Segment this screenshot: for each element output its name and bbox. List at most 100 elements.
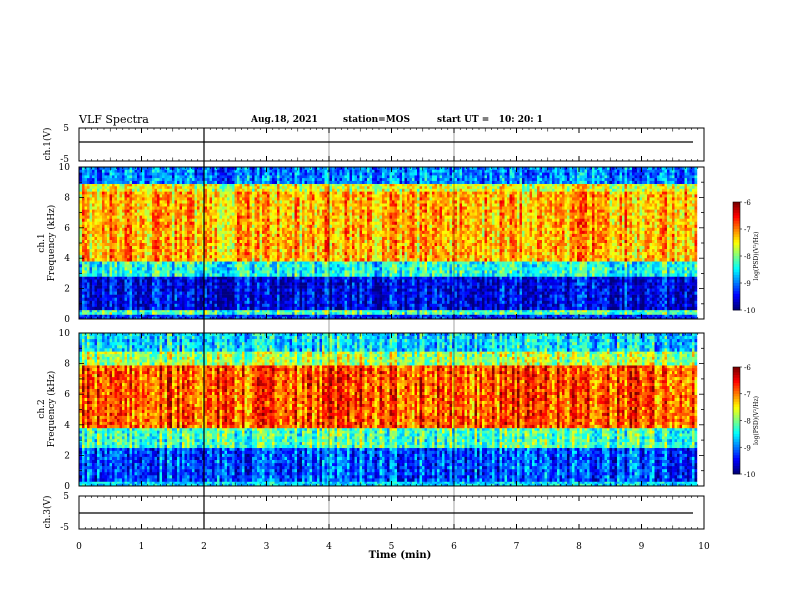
heatmap-cell [240, 175, 243, 178]
heatmap-cell [272, 189, 275, 192]
heatmap-cell [227, 213, 230, 216]
heatmap-cell [175, 261, 178, 264]
heatmap-cell [230, 216, 233, 219]
heatmap-cell [172, 213, 175, 216]
heatmap-cell [257, 200, 260, 203]
heatmap-cell [157, 295, 160, 298]
heatmap-cell [187, 292, 190, 295]
heatmap-cell [245, 243, 248, 246]
heatmap-cell [130, 273, 133, 276]
heatmap-cell [102, 301, 105, 304]
heatmap-cell [235, 207, 238, 210]
heatmap-cell [110, 258, 113, 261]
heatmap-cell [250, 249, 253, 252]
heatmap-cell [145, 219, 148, 222]
heatmap-cell [265, 213, 268, 216]
heatmap-cell [290, 213, 293, 216]
heatmap-cell [307, 295, 310, 298]
heatmap-cell [132, 197, 135, 200]
heatmap-cell [177, 280, 180, 283]
heatmap-cell [287, 197, 290, 200]
heatmap-cell [87, 181, 90, 184]
heatmap-cell [300, 240, 303, 243]
heatmap-cell [270, 189, 273, 192]
heatmap-cell [237, 216, 240, 219]
heatmap-cell [210, 292, 213, 295]
heatmap-cell [130, 178, 133, 181]
heatmap-cell [82, 189, 85, 192]
heatmap-cell [185, 304, 188, 307]
heatmap-cell [307, 173, 310, 176]
heatmap-cell [117, 314, 120, 317]
heatmap-cell [180, 246, 183, 249]
heatmap-cell [105, 231, 108, 234]
heatmap-cell [215, 213, 218, 216]
heatmap-cell [162, 197, 165, 200]
heatmap-cell [142, 191, 145, 194]
heatmap-cell [222, 307, 225, 310]
heatmap-cell [187, 213, 190, 216]
heatmap-cell [245, 204, 248, 207]
heatmap-cell [210, 289, 213, 292]
heatmap-cell [287, 237, 290, 240]
heatmap-cell [195, 213, 198, 216]
heatmap-cell [80, 231, 83, 234]
heatmap-cell [275, 273, 278, 276]
heatmap-cell [80, 312, 83, 315]
heatmap-cell [280, 207, 283, 210]
heatmap-cell [92, 207, 95, 210]
heatmap-cell [130, 181, 133, 184]
heatmap-cell [125, 312, 128, 315]
heatmap-cell [237, 231, 240, 234]
heatmap-cell [190, 292, 193, 295]
heatmap-cell [120, 314, 123, 317]
heatmap-cell [127, 286, 130, 289]
heatmap-cell [247, 252, 250, 255]
heatmap-cell [285, 307, 288, 310]
heatmap-cell [137, 295, 140, 298]
heatmap-cell [112, 210, 115, 213]
heatmap-cell [285, 258, 288, 261]
heatmap-cell [205, 219, 208, 222]
heatmap-cell [80, 216, 83, 219]
heatmap-cell [230, 264, 233, 267]
heatmap-cell [170, 246, 173, 249]
heatmap-cell [300, 258, 303, 261]
heatmap-cell [227, 219, 230, 222]
heatmap-cell [302, 213, 305, 216]
heatmap-cell [262, 270, 265, 273]
heatmap-cell [80, 222, 83, 225]
heatmap-cell [220, 267, 223, 270]
heatmap-cell [192, 207, 195, 210]
heatmap-cell [205, 280, 208, 283]
heatmap-cell [167, 240, 170, 243]
heatmap-cell [142, 314, 145, 317]
heatmap-cell [262, 264, 265, 267]
heatmap-cell [212, 191, 215, 194]
heatmap-cell [180, 276, 183, 279]
heatmap-cell [242, 307, 245, 310]
heatmap-cell [122, 267, 125, 270]
heatmap-cell [235, 286, 238, 289]
heatmap-cell [95, 258, 98, 261]
heatmap-cell [200, 231, 203, 234]
heatmap-cell [130, 255, 133, 258]
heatmap-cell [232, 178, 235, 181]
heatmap-cell [80, 264, 83, 267]
heatmap-cell [177, 216, 180, 219]
heatmap-cell [82, 207, 85, 210]
heatmap-cell [167, 276, 170, 279]
heatmap-cell [302, 264, 305, 267]
heatmap-cell [220, 194, 223, 197]
heatmap-cell [182, 204, 185, 207]
heatmap-cell [155, 170, 158, 173]
heatmap-cell [147, 175, 150, 178]
heatmap-cell [260, 186, 263, 189]
heatmap-cell [255, 243, 258, 246]
heatmap-cell [102, 267, 105, 270]
heatmap-cell [82, 246, 85, 249]
heatmap-cell [152, 222, 155, 225]
heatmap-cell [217, 231, 220, 234]
heatmap-cell [112, 200, 115, 203]
heatmap-cell [102, 258, 105, 261]
